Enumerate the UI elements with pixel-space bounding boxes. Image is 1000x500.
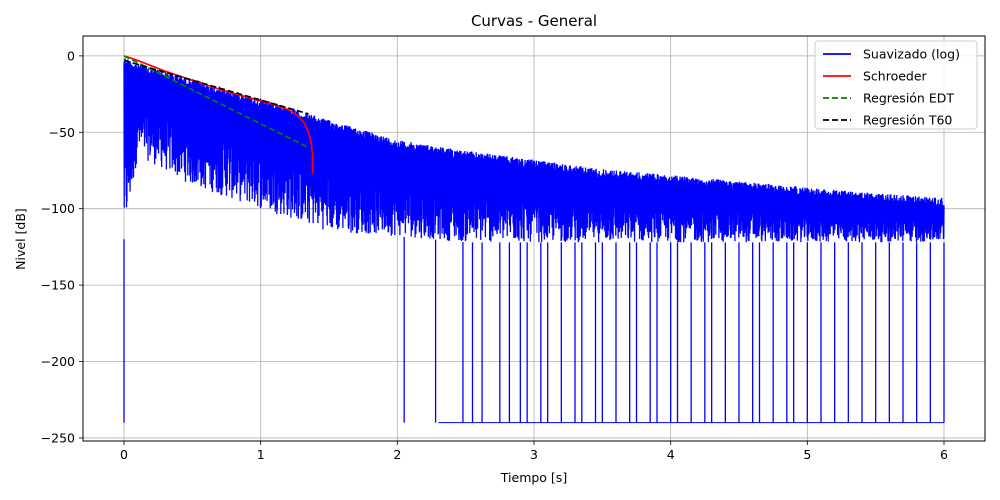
y-tick-label: −250 (41, 430, 75, 445)
y-tick-label: 0 (67, 48, 75, 63)
x-tick-label: 5 (803, 447, 811, 462)
y-axis-label: Nivel [dB] (13, 208, 28, 270)
legend-box (814, 40, 978, 130)
series-regresi-n-edt-line (123, 55, 309, 149)
x-tick-label: 4 (667, 447, 675, 462)
legend-label: Schroeder (863, 69, 928, 84)
legend-label: Suavizado (log) (863, 47, 960, 62)
series-layer (123, 55, 945, 424)
series-regresi-n-t60-line (123, 59, 309, 115)
y-tick-label: −100 (41, 201, 75, 216)
x-tick-label: 1 (257, 447, 265, 462)
chart-title: Curvas - General (471, 12, 597, 30)
legend-label: Regresión EDT (863, 91, 954, 106)
y-tick-label: −150 (41, 278, 75, 293)
legend-label: Regresión T60 (863, 113, 952, 128)
x-tick-label: 6 (940, 447, 948, 462)
series-suavizado-line (123, 58, 945, 243)
x-axis-label: Tiempo [s] (500, 470, 567, 485)
ticks: 0 1 2 3 4 5 6 0 −50 −100 −150 −200 −250 (41, 48, 948, 462)
series-schroeder-line (123, 55, 314, 174)
y-tick-label: −200 (41, 354, 75, 369)
x-tick-label: 2 (393, 447, 401, 462)
legend: Suavizado (log) Schroeder Regresión EDT Reg… (814, 40, 978, 130)
x-tick-label: 3 (530, 447, 538, 462)
x-tick-label: 0 (120, 447, 128, 462)
y-tick-label: −50 (49, 125, 75, 140)
